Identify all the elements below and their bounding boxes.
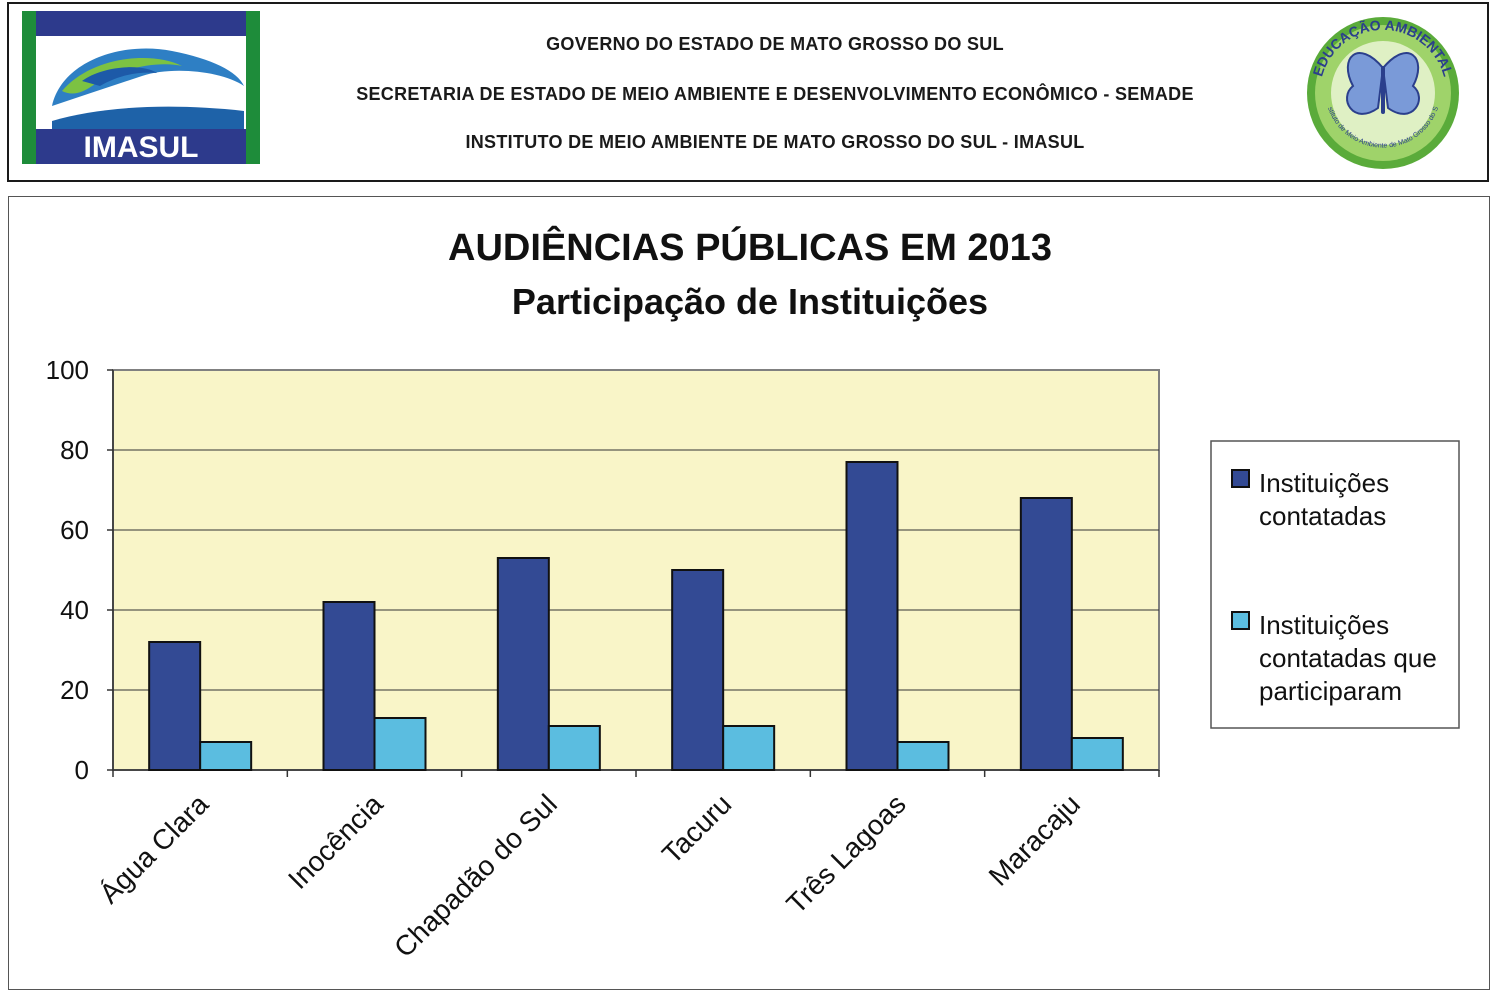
x-tick-label: Maracaju (983, 788, 1086, 891)
bar-contatadas (845, 461, 899, 771)
bar-participaram (547, 725, 601, 771)
bar-contatadas (671, 569, 725, 771)
chart-title: AUDIÊNCIAS PÚBLICAS EM 2013 (448, 227, 1052, 269)
x-tick-label: Três Lagoas (780, 788, 911, 919)
header-titles: GOVERNO DO ESTADO DE MATO GROSSO DO SUL … (270, 0, 1280, 176)
legend-label: Instituições contatadas (1259, 468, 1389, 531)
bar-contatadas (1019, 497, 1073, 771)
legend-swatch (1231, 469, 1250, 488)
legend-box (1210, 440, 1460, 729)
y-tick-label: 100 (46, 355, 89, 385)
legend-label: Instituições contatadas que participaram (1259, 610, 1437, 706)
plot-area (112, 369, 1160, 771)
bar-contatadas (496, 557, 550, 771)
x-tick-label: Chapadão do Sul (388, 788, 563, 963)
legend-swatch (1231, 611, 1250, 630)
bar-participaram (896, 741, 950, 771)
x-tick-label: Inocência (282, 788, 389, 895)
bar-contatadas (148, 641, 202, 771)
logo-left-text: IMASUL (84, 131, 199, 164)
bar-contatadas (322, 601, 376, 771)
bar-participaram (1070, 737, 1124, 771)
header-line-3: INSTITUTO DE MEIO AMBIENTE DE MATO GROSS… (465, 132, 1085, 152)
header-line-1: GOVERNO DO ESTADO DE MATO GROSSO DO SUL (546, 34, 1004, 54)
x-tick-label: Água Clara (93, 788, 214, 909)
bar-participaram (722, 725, 776, 771)
y-tick-label: 0 (75, 755, 89, 785)
y-tick-label: 20 (60, 675, 89, 705)
y-tick-label: 40 (60, 595, 89, 625)
bar-participaram (373, 717, 427, 771)
y-tick-label: 60 (60, 515, 89, 545)
legend-label-line: participaram (1259, 676, 1402, 706)
legend-label-line: Instituições (1259, 610, 1389, 640)
legend-label-line: contatadas que (1259, 643, 1437, 673)
legend-label-line: Instituições (1259, 468, 1389, 498)
bar-participaram (199, 741, 253, 771)
header-line-2: SECRETARIA DE ESTADO DE MEIO AMBIENTE E … (356, 84, 1194, 104)
educacao-ambiental-logo: EDUCAÇÃO AMBIENTAL Instituto de Meio Amb… (1298, 8, 1459, 169)
chart-subtitle: Participação de Instituições (511, 281, 989, 322)
y-tick-label: 80 (60, 435, 89, 465)
imasul-logo: IMASUL (22, 11, 260, 164)
legend-label-line: contatadas (1259, 501, 1386, 531)
x-tick-label: Tacuru (656, 788, 737, 869)
